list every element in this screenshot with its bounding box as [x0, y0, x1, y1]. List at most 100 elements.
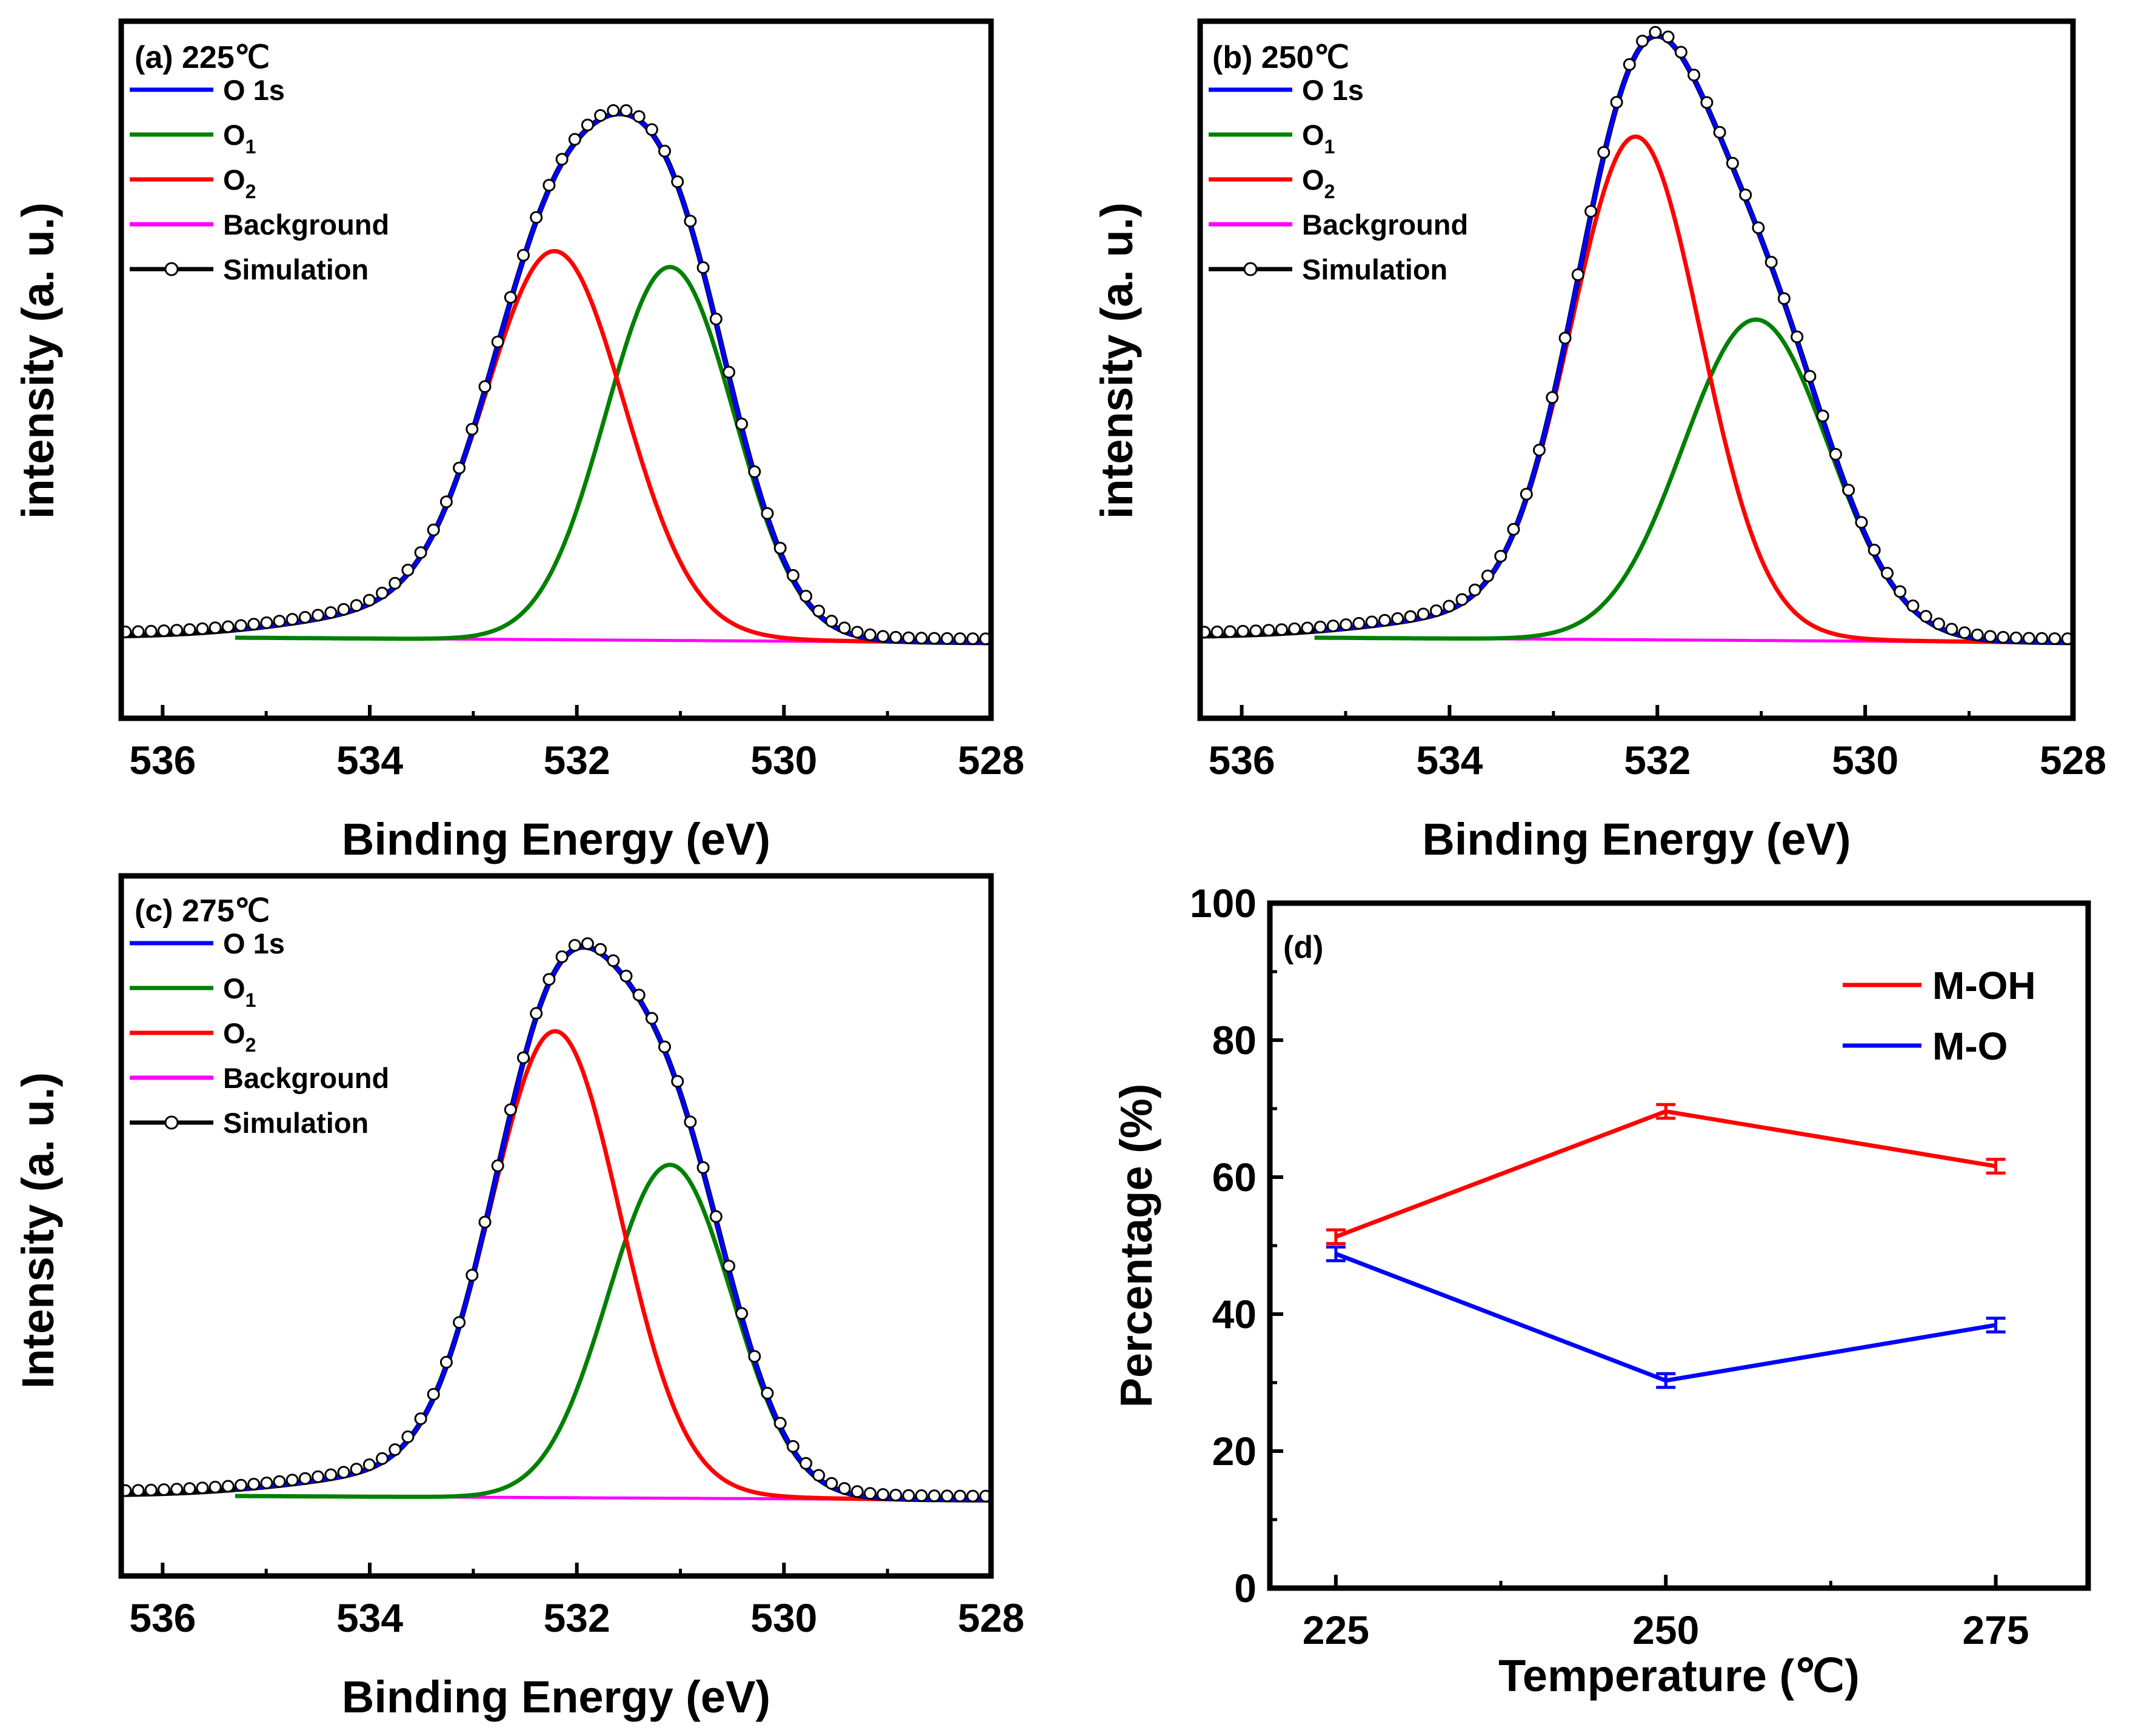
plot-frame — [118, 873, 994, 1579]
simulation-marker — [2035, 632, 2049, 645]
simulation-marker — [312, 609, 325, 622]
simulation-marker — [1237, 624, 1250, 638]
simulation-marker — [619, 969, 633, 983]
simulation-marker — [1378, 613, 1391, 627]
legend-subscript: 1 — [245, 989, 256, 1011]
simulation-marker — [1430, 604, 1443, 618]
simulation-marker — [350, 599, 363, 612]
simulation-marker — [132, 1484, 145, 1497]
simulation-marker — [247, 1478, 261, 1491]
simulation-marker — [735, 1307, 749, 1320]
error-bar — [1656, 1372, 1676, 1389]
simulation-marker — [530, 1007, 543, 1020]
simulation-line — [1200, 33, 2074, 646]
simulation-marker — [799, 590, 813, 603]
simulation-marker — [1610, 96, 1623, 109]
simulation-marker — [1713, 125, 1726, 139]
simulation-marker — [1223, 625, 1237, 638]
x-axis-title: Temperature (℃) — [1498, 1651, 1860, 1701]
panel-title: (a) 225℃ — [135, 40, 270, 75]
simulation-marker — [864, 628, 876, 641]
simulation-marker — [453, 461, 466, 475]
simulation-marker — [1726, 156, 1739, 170]
simulation-marker — [209, 621, 222, 635]
simulation-marker — [876, 1488, 890, 1501]
legend-label: O2 — [1302, 164, 1335, 202]
legend-label: M-O — [1932, 1024, 2008, 1068]
legend-name: Background — [1302, 209, 1468, 241]
legend-label: M-OH — [1932, 964, 2036, 1007]
x-axis-title: Binding Energy (eV) — [1422, 814, 1851, 864]
simulation-marker — [684, 215, 697, 228]
simulation-marker — [645, 123, 658, 136]
simulation-marker — [427, 1387, 440, 1401]
simulation-marker — [1803, 370, 1817, 383]
simulation-marker — [491, 335, 504, 349]
simulation-marker — [466, 422, 479, 436]
simulation-marker — [927, 632, 941, 645]
x-tick-label: 536 — [129, 1595, 196, 1640]
x-tick-label: 528 — [958, 1595, 1024, 1640]
y-tick-label: 0 — [1234, 1566, 1257, 1611]
simulation-marker — [684, 1115, 697, 1129]
panel-b: 536 534 532 530 528 Binding Energy (eV) intens… — [1092, 18, 2106, 864]
simulation-marker — [658, 1040, 671, 1053]
simulation-marker — [260, 1477, 273, 1489]
x-axis-title: Binding Energy (eV) — [342, 814, 770, 864]
simulation-marker — [466, 1269, 479, 1282]
simulation-marker — [439, 495, 453, 509]
legend-label: O1 — [223, 119, 256, 158]
y-axis-title: intensity (a. u.) — [1092, 202, 1142, 519]
legend-label: Simulation — [1302, 253, 1447, 285]
x-tick-label: 534 — [1416, 738, 1483, 783]
simulation-marker — [285, 1474, 299, 1487]
simulation-marker — [1687, 68, 1701, 82]
x-tick-label: 528 — [2040, 738, 2106, 783]
simulation-marker — [568, 133, 581, 146]
legend-name: O 1s — [223, 74, 285, 106]
simulation-marker — [812, 604, 826, 618]
simulation-marker — [157, 1483, 170, 1497]
simulation-marker — [1777, 292, 1791, 305]
plot-frame — [1197, 18, 2076, 721]
simulation-marker — [2009, 631, 2023, 644]
simulation-marker — [196, 1481, 209, 1495]
x-tick-label: 532 — [1624, 738, 1691, 783]
simulation-marker — [337, 603, 350, 616]
simulation-marker — [1623, 58, 1636, 71]
simulation-marker — [773, 1417, 787, 1430]
simulation-marker — [1945, 623, 1958, 636]
y-tick-label: 100 — [1190, 881, 1257, 926]
simulation-marker — [1288, 622, 1301, 635]
simulation-marker — [555, 153, 569, 166]
simulation-marker — [1752, 221, 1765, 235]
simulation-marker — [1855, 516, 1868, 529]
panel-title: (d) — [1283, 930, 1323, 965]
simulation-marker — [324, 1468, 338, 1481]
simulation-marker — [876, 630, 890, 643]
o1-line — [235, 265, 992, 645]
simulation-marker — [1700, 96, 1714, 109]
simulation-marker — [915, 1489, 928, 1502]
legend-subscript: 2 — [245, 181, 256, 202]
simulation-marker — [966, 632, 980, 646]
simulation-marker — [1958, 626, 1971, 639]
simulation-marker — [401, 564, 415, 576]
simulation-marker — [478, 1215, 492, 1229]
simulation-marker — [915, 632, 928, 645]
simulation-marker — [1881, 567, 1894, 580]
legend-label: Background — [1302, 209, 1468, 241]
simulation-marker — [196, 622, 209, 635]
y-axis-title: intensity (a. u.) — [13, 202, 63, 519]
simulation-marker — [761, 507, 774, 520]
simulation-marker — [1326, 619, 1340, 633]
series-line-m-oh — [1335, 1109, 1997, 1239]
simulation-marker — [1571, 268, 1584, 281]
simulation-marker — [761, 1387, 774, 1400]
legend-name: Simulation — [223, 1107, 369, 1139]
legend-marker — [164, 1115, 179, 1130]
legend-label: Background — [223, 209, 389, 241]
simulation-marker — [1494, 550, 1507, 563]
simulation-marker — [247, 618, 261, 631]
error-bar — [1326, 1228, 1346, 1246]
